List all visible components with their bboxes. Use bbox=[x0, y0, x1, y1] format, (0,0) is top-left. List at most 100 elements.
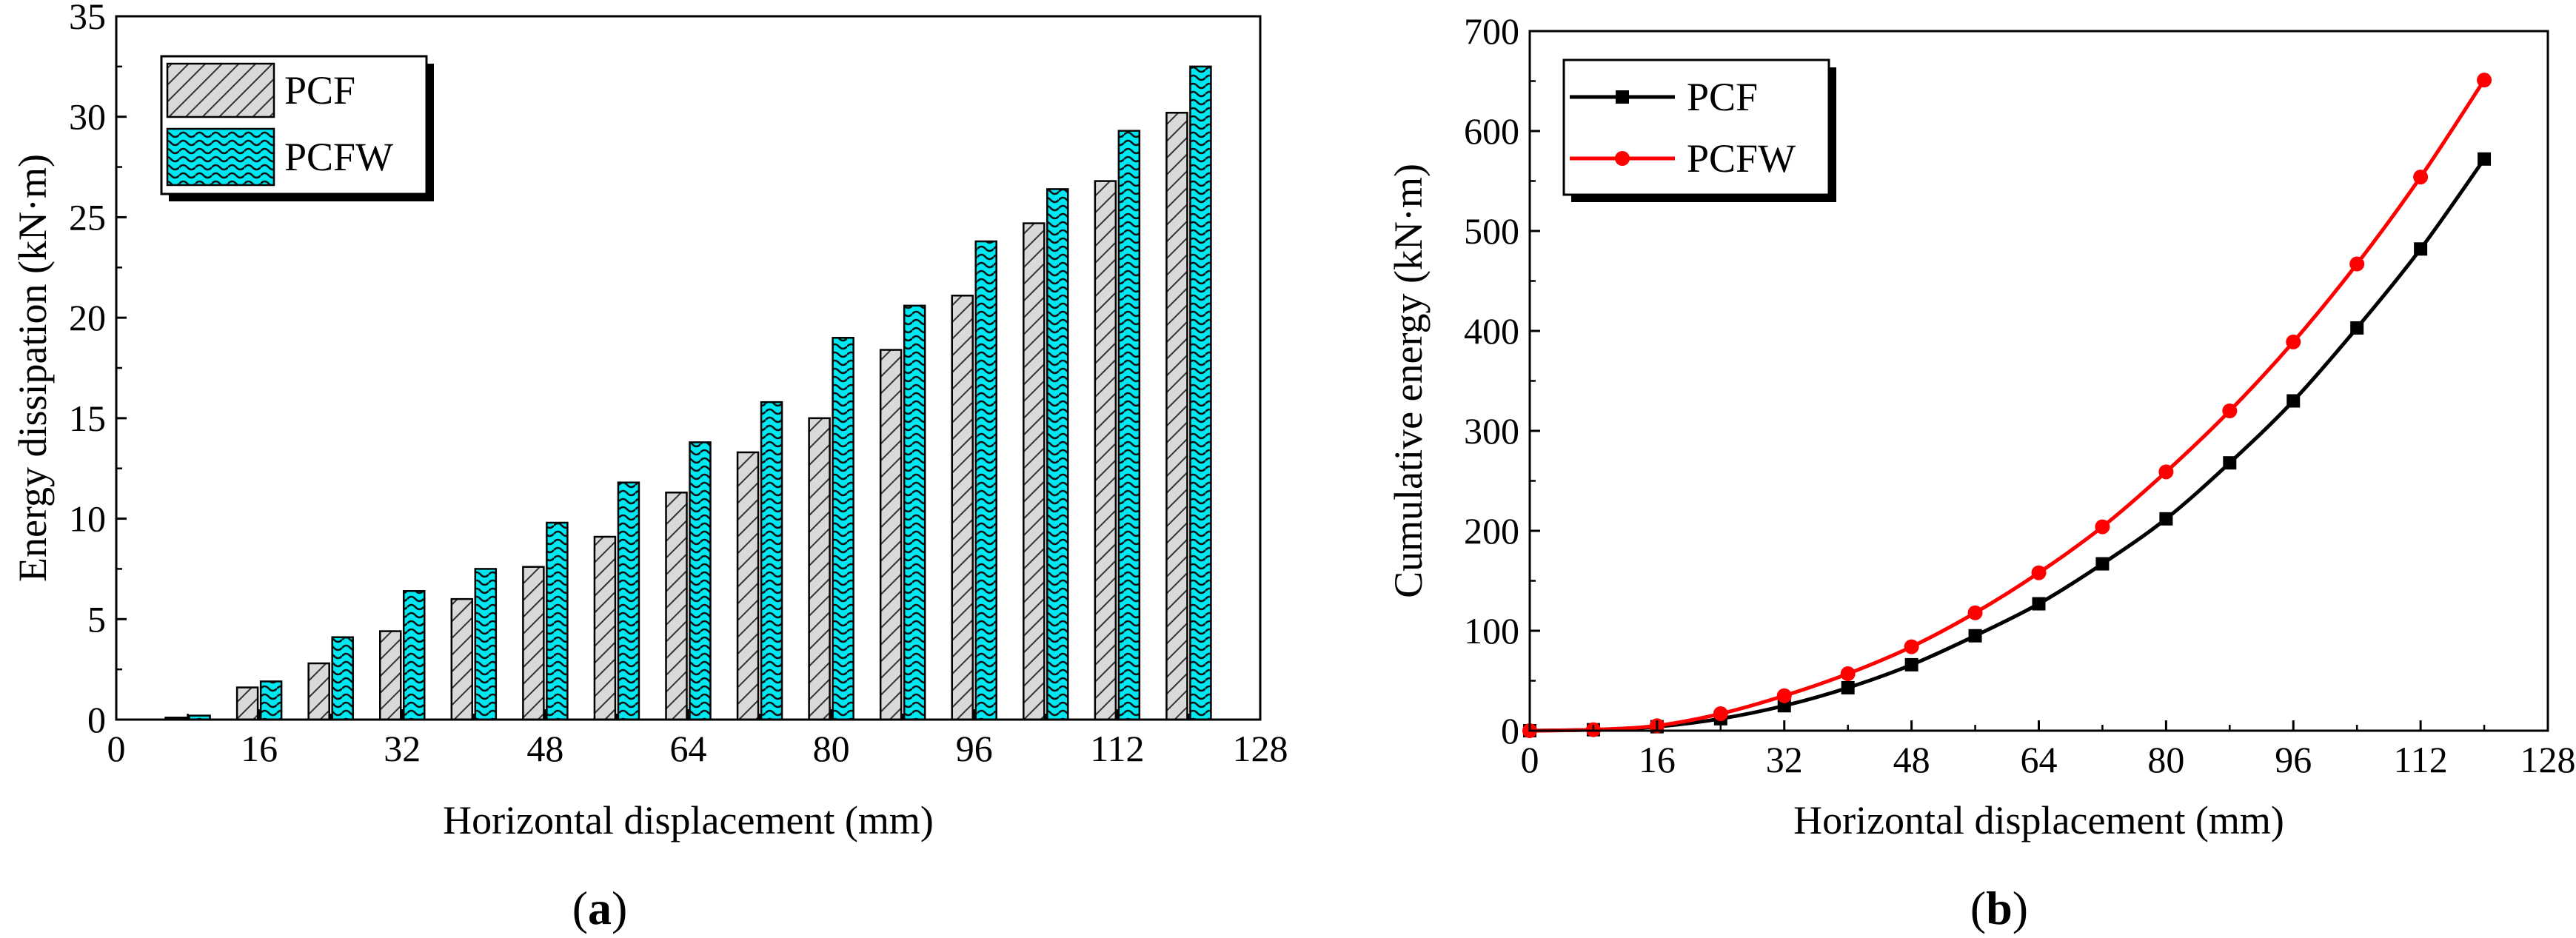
data-point-pcf bbox=[2414, 242, 2428, 256]
y-tick-label: 300 bbox=[1464, 410, 1519, 452]
panel-b-label: (b) bbox=[1970, 882, 2028, 934]
bar-pcfw bbox=[474, 568, 498, 721]
x-tick-label: 48 bbox=[1893, 739, 1930, 780]
bar-pcf bbox=[1165, 112, 1188, 721]
legend-marker-pcfw bbox=[1615, 151, 1630, 166]
panel-b-line-chart: 0 16 32 48 64 80 96 112 128 0 100 200 300 400 500 600 7… bbox=[1386, 10, 2576, 934]
data-point-pcfw bbox=[2095, 519, 2110, 535]
data-point-pcfw bbox=[2413, 170, 2429, 185]
bar-pcfw bbox=[1189, 65, 1212, 721]
bar-pcfw bbox=[1117, 130, 1141, 721]
x-tick-label: 0 bbox=[107, 728, 126, 769]
legend-label-pcf: PCF bbox=[284, 68, 355, 113]
data-point-pcf bbox=[1841, 680, 1855, 694]
panel-a-y-axis-title: Energy dissipation (kN·m) bbox=[10, 154, 55, 582]
bar-pcf bbox=[307, 662, 330, 721]
y-tick-label: 10 bbox=[69, 498, 106, 540]
legend-label-pcf: PCF bbox=[1687, 75, 1758, 119]
data-point-pcfw bbox=[2222, 403, 2238, 418]
data-point-pcf bbox=[1904, 657, 1918, 671]
bar-pcf bbox=[808, 417, 831, 721]
bar-pcf bbox=[450, 597, 474, 721]
bar-pcfw bbox=[1046, 188, 1069, 721]
bar-pcfw bbox=[403, 590, 426, 721]
y-tick-label: 100 bbox=[1464, 610, 1519, 651]
bar-pcf bbox=[522, 566, 545, 721]
data-point-pcf bbox=[1968, 629, 1982, 643]
panel-b-x-axis-title: Horizontal displacement (mm) bbox=[1793, 798, 2284, 842]
panel-a-label: (a) bbox=[572, 882, 628, 934]
x-tick-label: 0 bbox=[1521, 739, 1539, 780]
y-tick-label: 700 bbox=[1464, 10, 1519, 52]
data-point-pcfw bbox=[2349, 256, 2365, 272]
series-line-pcf bbox=[1529, 158, 2486, 733]
x-tick-label: 16 bbox=[241, 728, 278, 769]
x-tick-label: 96 bbox=[2275, 739, 2312, 780]
panel-b-y-ticks: 0 100 200 300 400 500 600 700 bbox=[1464, 10, 1540, 751]
bar-pcf bbox=[736, 451, 760, 721]
x-tick-label: 64 bbox=[670, 728, 707, 769]
x-tick-label: 96 bbox=[956, 728, 993, 769]
data-point-pcf bbox=[2286, 394, 2301, 408]
x-tick-label: 32 bbox=[384, 728, 421, 769]
x-tick-label: 128 bbox=[2520, 739, 2576, 780]
data-point-pcf bbox=[2223, 456, 2237, 470]
y-tick-label: 0 bbox=[87, 699, 106, 740]
data-point-pcfw bbox=[2477, 73, 2492, 88]
x-tick-label: 32 bbox=[1766, 739, 1803, 780]
y-tick-label: 0 bbox=[1501, 710, 1519, 751]
data-point-pcfw bbox=[2158, 464, 2174, 480]
data-point-pcfw bbox=[1713, 706, 1728, 722]
x-tick-label: 16 bbox=[1639, 739, 1676, 780]
data-point-pcf bbox=[2159, 512, 2173, 526]
bar-pcf bbox=[665, 492, 688, 721]
data-point-pcfw bbox=[2031, 565, 2047, 580]
y-tick-label: 200 bbox=[1464, 510, 1519, 552]
data-point-pcfw bbox=[2286, 334, 2301, 349]
bar-pcfw bbox=[259, 680, 283, 721]
panel-a-x-ticks: 0 16 32 48 64 80 96 112 128 bbox=[107, 709, 1288, 769]
bar-pcfw bbox=[617, 481, 640, 721]
x-tick-label: 112 bbox=[2394, 739, 2448, 780]
x-tick-label: 128 bbox=[1233, 728, 1288, 769]
x-tick-label: 80 bbox=[2147, 739, 2184, 780]
legend-label-pcfw: PCFW bbox=[1687, 136, 1796, 181]
bar-pcfw bbox=[974, 240, 997, 721]
data-point-pcf bbox=[2478, 152, 2492, 166]
bar-pcf bbox=[951, 295, 974, 721]
panel-a-x-axis-title: Horizontal displacement (mm) bbox=[443, 798, 934, 842]
y-tick-label: 500 bbox=[1464, 210, 1519, 252]
data-point-pcf bbox=[2350, 321, 2364, 335]
y-tick-label: 400 bbox=[1464, 310, 1519, 352]
y-tick-label: 30 bbox=[69, 96, 106, 138]
y-tick-label: 35 bbox=[69, 0, 106, 37]
legend-line-pcfw bbox=[1570, 151, 1675, 166]
panel-b-x-ticks: 0 16 32 48 64 80 96 112 128 bbox=[1521, 720, 2576, 780]
bar-pcfw bbox=[689, 441, 712, 721]
panel-a-bar-chart: 0 16 32 48 64 80 96 112 128 0 5 10 15 20 25 30 35 Horiz… bbox=[10, 0, 1288, 934]
data-point-pcfw bbox=[1840, 666, 1856, 682]
panel-b-y-axis-title: Cumulative energy (kN·m) bbox=[1386, 164, 1431, 598]
legend-box bbox=[1562, 58, 1830, 196]
bar-pcfw bbox=[903, 304, 926, 721]
y-tick-label: 5 bbox=[87, 598, 106, 640]
y-tick-label: 15 bbox=[69, 398, 106, 439]
bar-pcf bbox=[593, 535, 617, 721]
data-point-pcfw bbox=[1904, 639, 1919, 654]
x-tick-label: 112 bbox=[1090, 728, 1144, 769]
bar-pcf bbox=[379, 630, 402, 721]
x-tick-label: 48 bbox=[526, 728, 563, 769]
bar-pcfw bbox=[546, 521, 569, 721]
y-tick-label: 25 bbox=[69, 196, 106, 238]
data-point-pcfw bbox=[1967, 605, 1983, 620]
data-point-pcfw bbox=[1776, 688, 1792, 703]
panel-a-legend: PCF PCFW bbox=[160, 55, 434, 201]
bar-pcf bbox=[1094, 180, 1117, 721]
legend-line-pcf bbox=[1570, 90, 1675, 104]
bar-pcfw bbox=[760, 401, 783, 721]
bar-pcf bbox=[235, 686, 259, 721]
y-tick-label: 20 bbox=[69, 297, 106, 338]
legend-marker-pcf bbox=[1616, 90, 1629, 104]
data-point-pcf bbox=[1777, 699, 1791, 713]
